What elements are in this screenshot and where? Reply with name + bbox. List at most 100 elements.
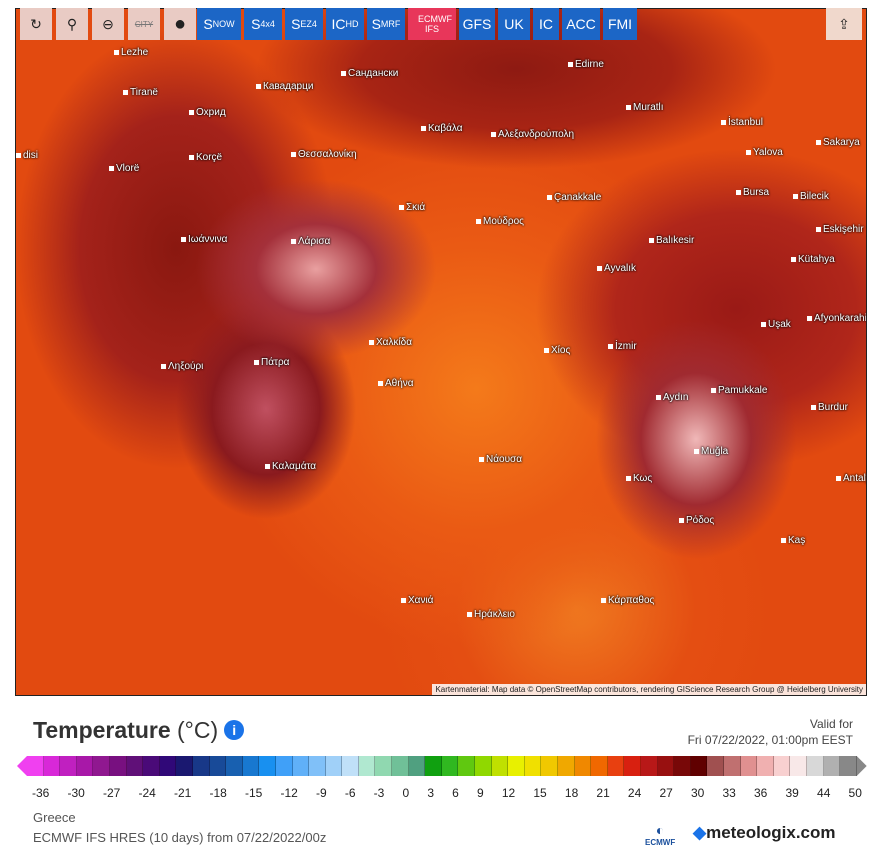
color-swatch [93, 756, 110, 776]
reload-button[interactable]: ↻ [20, 8, 52, 40]
tick-label: 3 [427, 786, 435, 800]
city-label[interactable]: Νάουσα [479, 454, 522, 465]
model-button-ic[interactable]: IC [533, 8, 559, 40]
city-label[interactable]: Aydın [656, 392, 688, 403]
model-main-label: S [203, 16, 213, 32]
city-label[interactable]: Korçë [189, 152, 222, 163]
city-label[interactable]: Охрид [189, 107, 226, 118]
color-swatch [806, 756, 824, 776]
city-label[interactable]: Yalova [746, 147, 783, 158]
tick-label: 9 [477, 786, 484, 800]
city-label[interactable]: İstanbul [721, 117, 763, 128]
title-text: Temperature [33, 717, 171, 743]
tick-label: 50 [848, 786, 862, 800]
city-label[interactable]: Pamukkale [711, 385, 767, 396]
share-button[interactable]: ⇪ [826, 8, 862, 40]
color-swatch [541, 756, 558, 776]
city-label[interactable]: Ιωάννινα [181, 234, 227, 245]
model-button-uk[interactable]: UK [498, 8, 530, 40]
color-swatch [375, 756, 393, 776]
model-button-ichd[interactable]: IC HD [326, 8, 364, 40]
tick-label: -6 [344, 786, 356, 800]
ecmwf-logo-text: ECMWF [645, 838, 676, 847]
reload-icon: ↻ [30, 15, 42, 32]
city-label[interactable]: Αθήνα [378, 378, 414, 389]
tick-label: -9 [316, 786, 327, 800]
city-label[interactable]: Bilecik [793, 191, 829, 202]
model-button-snow[interactable]: S NOW [197, 8, 241, 40]
model-main-label: S [291, 16, 301, 32]
city-label[interactable]: Σκιά [399, 202, 425, 213]
city-label[interactable]: Πάτρα [254, 357, 289, 368]
city-label[interactable]: Κως [626, 473, 652, 484]
city-label[interactable]: Burdur [811, 402, 848, 413]
city-label[interactable]: Muratlı [626, 102, 664, 113]
info-icon[interactable]: i [224, 720, 245, 740]
color-swatch [491, 756, 509, 776]
temperature-map[interactable]: Lezhe Tiranë Охрид Кавадарци Сандански E… [15, 8, 867, 696]
city-label[interactable]: Kaş [781, 535, 805, 546]
city-label[interactable]: Αλεξανδρούπολη [491, 129, 574, 140]
tick-label: 27 [659, 786, 673, 800]
model-main-label: S [251, 16, 261, 32]
city-label[interactable]: Eskişehir [816, 224, 864, 235]
color-swatch [591, 756, 608, 776]
balloon-button[interactable]: ● [164, 8, 196, 40]
city-label[interactable]: Balıkesir [649, 235, 694, 246]
city-toggle-button[interactable]: CITY [128, 8, 160, 40]
city-label[interactable]: Κάρπαθος [601, 595, 654, 606]
city-label[interactable]: Edirne [568, 59, 604, 70]
city-label[interactable]: Kütahya [791, 254, 835, 265]
model-button-ecmwf-ifs[interactable]: ECMWF IFS [408, 8, 456, 40]
model-button-fmi[interactable]: FMI [603, 8, 637, 40]
city-label[interactable]: Μούδρος [476, 216, 524, 227]
color-swatch [723, 756, 741, 776]
city-label[interactable]: Sakarya [816, 137, 860, 148]
city-label[interactable]: Χίος [544, 345, 570, 356]
zoom-out-button[interactable]: ⊖ [92, 8, 124, 40]
city-label[interactable]: Кавадарци [256, 81, 313, 92]
map-pin-icon: ⚲ [66, 15, 78, 32]
meteologix-logo[interactable]: ◆meteologix.com [693, 823, 836, 842]
model-main-label: ECMWF IFS [418, 14, 452, 34]
color-swatch [325, 756, 343, 776]
city-label[interactable]: Καλαμάτα [265, 461, 316, 472]
city-label[interactable]: Ρόδος [679, 515, 714, 526]
city-label[interactable]: disi [16, 150, 38, 161]
model-sub-label: MRF [380, 19, 401, 29]
city-label[interactable]: Muğla [694, 446, 728, 457]
model-button-gfs[interactable]: GFS [459, 8, 495, 40]
city-label[interactable]: Vlorë [109, 163, 139, 174]
city-label[interactable]: Χανιά [401, 595, 433, 606]
model-button-sez4[interactable]: S EZ4 [285, 8, 323, 40]
model-sub-label: HD [345, 19, 359, 29]
model-button-s4x4[interactable]: S 4x4 [244, 8, 282, 40]
color-swatch [342, 756, 359, 776]
city-label[interactable]: Λάρισα [291, 236, 330, 247]
ecmwf-logo[interactable]: ◐ ECMWF [645, 822, 676, 847]
city-label[interactable]: Bursa [736, 187, 769, 198]
model-main-label: FMI [607, 16, 633, 32]
city-label[interactable]: Χαλκίδα [369, 337, 412, 348]
city-label[interactable]: Antalya [836, 473, 866, 484]
city-label[interactable]: Θεσσαλονίκη [291, 149, 357, 160]
city-label[interactable]: Tiranë [123, 87, 158, 98]
color-swatch [109, 756, 127, 776]
city-label[interactable]: Çanakkale [547, 192, 601, 203]
model-button-smrf[interactable]: S MRF [367, 8, 405, 40]
city-label[interactable]: Ηράκλειο [467, 609, 515, 620]
location-button[interactable]: ⚲ [56, 8, 88, 40]
city-label[interactable]: Καβάλα [421, 123, 463, 134]
city-label[interactable]: Afyonkarahisar [807, 313, 866, 324]
city-label[interactable]: Lezhe [114, 47, 148, 58]
city-label[interactable]: Сандански [341, 68, 398, 79]
city-label[interactable]: Ληξούρι [161, 361, 203, 372]
model-sub-label: EZ4 [300, 19, 317, 29]
city-label[interactable]: İzmir [608, 341, 637, 352]
color-swatch [707, 756, 724, 776]
city-label[interactable]: Uşak [761, 319, 791, 330]
color-swatch [392, 756, 409, 776]
city-label[interactable]: Ayvalık [597, 263, 636, 274]
color-swatch [773, 756, 791, 776]
model-button-acc[interactable]: ACC [562, 8, 600, 40]
